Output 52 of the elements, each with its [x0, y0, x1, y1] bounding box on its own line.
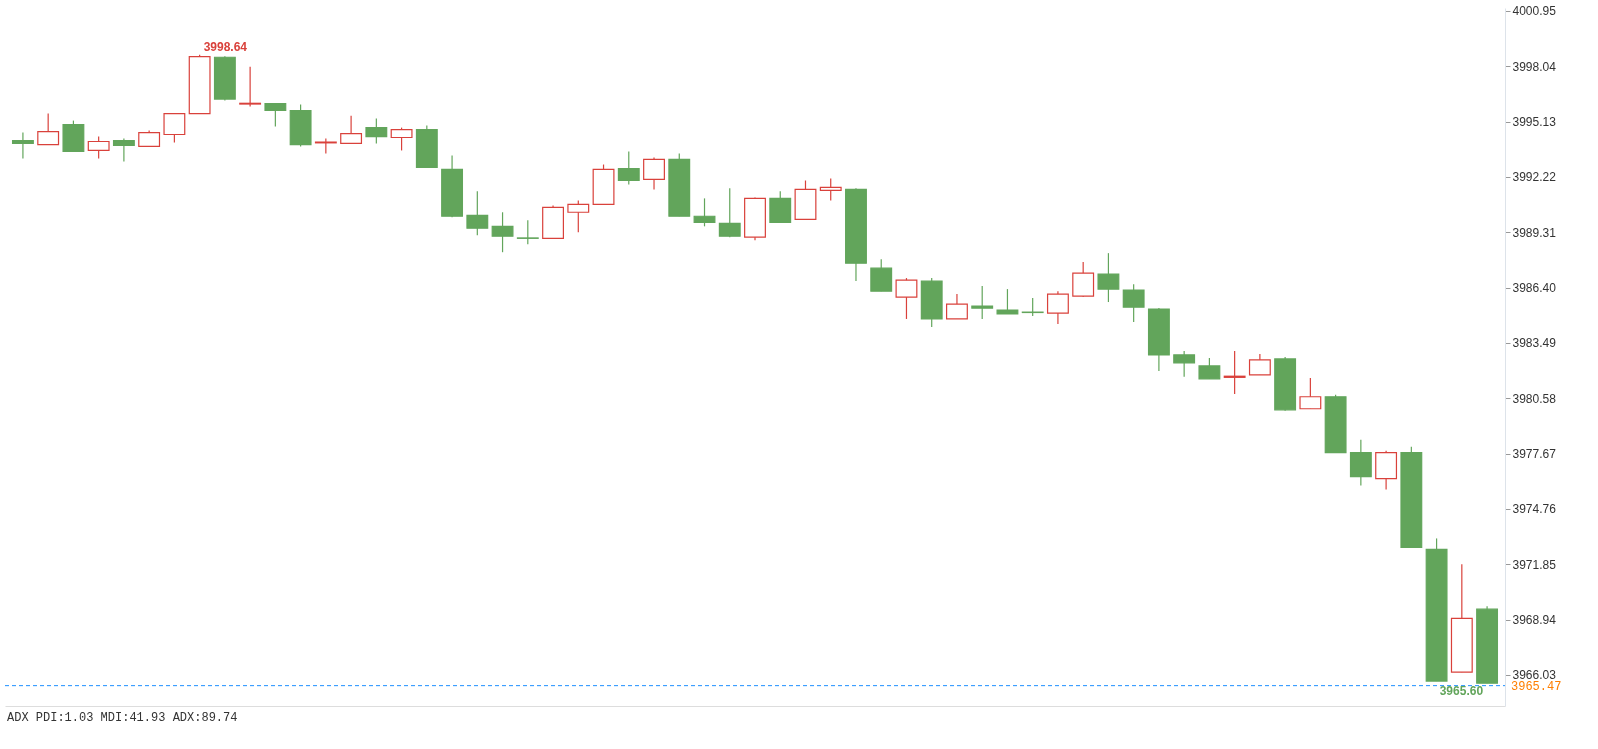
candlestick: [163, 112, 186, 144]
y-tick-label: 3995.13: [1512, 115, 1557, 130]
candlestick: [819, 177, 842, 202]
y-tick-label: 3986.40: [1512, 281, 1557, 296]
candlestick: [239, 66, 262, 108]
candlestick: [112, 137, 135, 163]
candlestick: [340, 115, 363, 145]
candlestick: [718, 187, 741, 238]
candlestick: [1046, 290, 1069, 325]
candlestick: [1122, 283, 1145, 323]
y-tick-label: 3980.58: [1512, 391, 1557, 406]
y-tick-label: 3971.85: [1512, 557, 1557, 572]
candlestick: [1072, 261, 1095, 298]
ref-line-label: 3965.47: [1511, 679, 1562, 694]
y-tick-label: 3983.49: [1512, 336, 1557, 351]
y-tick-label: 4000.95: [1512, 4, 1557, 19]
y-tick-label: 3977.67: [1512, 447, 1557, 462]
candlestick: [567, 199, 590, 233]
candlestick: [1248, 353, 1271, 376]
annotation: 3965.60: [1439, 684, 1484, 699]
candlestick: [1097, 252, 1120, 303]
candlestick: [617, 150, 640, 186]
y-tick-label: 3989.31: [1512, 225, 1557, 240]
candlestick: [946, 293, 968, 320]
candlestick: [37, 112, 60, 146]
candlestick: [971, 285, 994, 320]
candlestick: [390, 127, 413, 152]
y-tick-label: 3968.94: [1512, 613, 1557, 628]
candlestick: [1021, 297, 1044, 317]
candlestick: [264, 103, 287, 128]
candlestick: [314, 137, 337, 155]
candlestick: [1349, 439, 1372, 487]
candlestick: [769, 190, 792, 223]
candlestick: [466, 190, 489, 236]
candlestick: [895, 277, 918, 320]
candlestick: [693, 197, 716, 227]
candlestick: [516, 219, 539, 245]
candlestick: [365, 117, 388, 145]
candlestick: [870, 258, 893, 292]
candlestick: [1173, 350, 1196, 378]
candlestick: [87, 135, 110, 160]
y-tick-label: 3998.04: [1512, 59, 1557, 74]
candlestick: [11, 131, 34, 160]
candlestick: [996, 288, 1019, 315]
y-tick-label: 3992.22: [1512, 170, 1557, 185]
y-tick-label: 3974.76: [1512, 502, 1557, 517]
candlestick: [1198, 357, 1221, 380]
candlestick: [1299, 377, 1322, 410]
candlestick: [643, 156, 665, 191]
candlestick: [491, 211, 514, 253]
text: ADX PDI:1.03 MDI:41.93 ADX:89.74: [7, 711, 238, 725]
annotation: 3998.64: [203, 39, 248, 54]
